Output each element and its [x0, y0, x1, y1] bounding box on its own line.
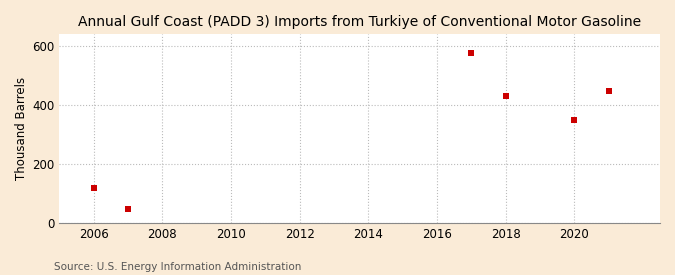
Y-axis label: Thousand Barrels: Thousand Barrels [15, 77, 28, 180]
Text: Source: U.S. Energy Information Administration: Source: U.S. Energy Information Administ… [54, 262, 301, 272]
Title: Annual Gulf Coast (PADD 3) Imports from Turkiye of Conventional Motor Gasoline: Annual Gulf Coast (PADD 3) Imports from … [78, 15, 641, 29]
